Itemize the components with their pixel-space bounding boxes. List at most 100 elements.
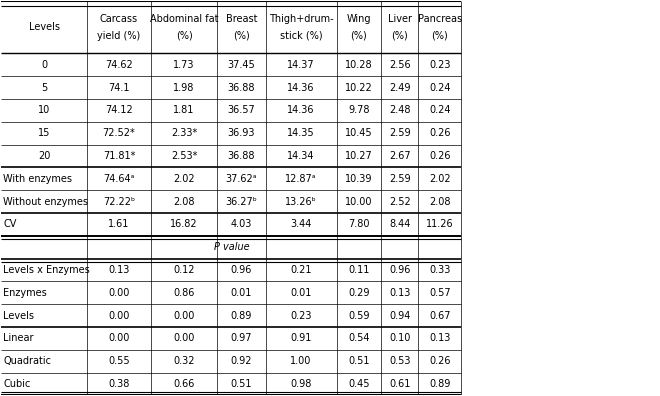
- Text: 13.26ᵇ: 13.26ᵇ: [285, 196, 317, 207]
- Text: 2.59: 2.59: [389, 128, 411, 138]
- Text: 20: 20: [38, 151, 50, 161]
- Text: Abdominal fat: Abdominal fat: [150, 14, 218, 24]
- Text: 14.36: 14.36: [287, 82, 315, 93]
- Text: CV: CV: [3, 219, 16, 229]
- Text: 0.94: 0.94: [389, 310, 411, 321]
- Text: 0.26: 0.26: [429, 356, 451, 366]
- Text: 0.91: 0.91: [290, 333, 312, 343]
- Text: 72.52*: 72.52*: [103, 128, 135, 138]
- Text: 0.45: 0.45: [348, 379, 370, 389]
- Text: 0.55: 0.55: [108, 356, 130, 366]
- Text: 0.61: 0.61: [389, 379, 411, 389]
- Text: 0.01: 0.01: [290, 288, 312, 298]
- Text: 1.98: 1.98: [174, 82, 195, 93]
- Text: 5: 5: [41, 82, 48, 93]
- Text: 0: 0: [41, 60, 47, 70]
- Text: 0.89: 0.89: [429, 379, 450, 389]
- Text: 10.00: 10.00: [345, 196, 373, 207]
- Text: 0.10: 0.10: [389, 333, 411, 343]
- Text: Breast: Breast: [226, 14, 257, 24]
- Text: 74.12: 74.12: [105, 105, 133, 115]
- Text: 0.59: 0.59: [348, 310, 370, 321]
- Text: 71.81*: 71.81*: [103, 151, 135, 161]
- Text: 0.00: 0.00: [108, 288, 130, 298]
- Text: 0.21: 0.21: [290, 265, 312, 275]
- Text: 10.39: 10.39: [345, 174, 373, 184]
- Text: 0.23: 0.23: [429, 60, 451, 70]
- Text: 2.02: 2.02: [174, 174, 195, 184]
- Text: 0.66: 0.66: [174, 379, 195, 389]
- Text: Cubic: Cubic: [3, 379, 31, 389]
- Text: 1.61: 1.61: [108, 219, 130, 229]
- Text: Without enzymes: Without enzymes: [3, 196, 88, 207]
- Text: 2.08: 2.08: [174, 196, 195, 207]
- Text: 0.32: 0.32: [174, 356, 195, 366]
- Text: 0.00: 0.00: [108, 333, 130, 343]
- Text: 0.96: 0.96: [230, 265, 252, 275]
- Text: 1.81: 1.81: [174, 105, 195, 115]
- Text: 0.33: 0.33: [429, 265, 450, 275]
- Text: 0.24: 0.24: [429, 105, 451, 115]
- Text: 0.92: 0.92: [230, 356, 252, 366]
- Text: 0.67: 0.67: [429, 310, 451, 321]
- Text: 16.82: 16.82: [170, 219, 198, 229]
- Text: 74.62: 74.62: [105, 60, 133, 70]
- Text: 2.67: 2.67: [389, 151, 411, 161]
- Text: 3.44: 3.44: [290, 219, 312, 229]
- Text: With enzymes: With enzymes: [3, 174, 73, 184]
- Text: 0.11: 0.11: [348, 265, 370, 275]
- Text: 10.22: 10.22: [345, 82, 373, 93]
- Text: 7.80: 7.80: [348, 219, 370, 229]
- Text: 36.93: 36.93: [228, 128, 255, 138]
- Text: 11.26: 11.26: [426, 219, 453, 229]
- Text: 74.64ᵃ: 74.64ᵃ: [104, 174, 135, 184]
- Text: Levels x Enzymes: Levels x Enzymes: [3, 265, 90, 275]
- Text: Linear: Linear: [3, 333, 34, 343]
- Text: 9.78: 9.78: [348, 105, 370, 115]
- Text: Wing: Wing: [346, 14, 371, 24]
- Text: 0.89: 0.89: [230, 310, 252, 321]
- Text: Levels: Levels: [3, 310, 34, 321]
- Text: 14.37: 14.37: [287, 60, 315, 70]
- Text: 1.00: 1.00: [290, 356, 312, 366]
- Text: 0.00: 0.00: [174, 310, 195, 321]
- Text: 0.26: 0.26: [429, 151, 451, 161]
- Text: (%): (%): [432, 31, 448, 41]
- Text: 10.28: 10.28: [345, 60, 373, 70]
- Text: 37.45: 37.45: [228, 60, 255, 70]
- Text: 36.27ᵇ: 36.27ᵇ: [225, 196, 257, 207]
- Text: Thigh+drum-: Thigh+drum-: [269, 14, 333, 24]
- Text: 0.51: 0.51: [348, 356, 370, 366]
- Text: 0.12: 0.12: [174, 265, 195, 275]
- Text: 0.13: 0.13: [429, 333, 450, 343]
- Text: Liver: Liver: [387, 14, 412, 24]
- Text: 0.51: 0.51: [230, 379, 252, 389]
- Text: (%): (%): [391, 31, 408, 41]
- Text: 0.96: 0.96: [389, 265, 411, 275]
- Text: 0.98: 0.98: [290, 379, 312, 389]
- Text: 0.53: 0.53: [389, 356, 411, 366]
- Text: 0.13: 0.13: [108, 265, 130, 275]
- Text: P value: P value: [214, 242, 249, 252]
- Text: yield (%): yield (%): [98, 31, 141, 41]
- Text: 14.34: 14.34: [287, 151, 315, 161]
- Text: 8.44: 8.44: [389, 219, 411, 229]
- Text: (%): (%): [350, 31, 368, 41]
- Text: stick (%): stick (%): [280, 31, 322, 41]
- Text: 14.36: 14.36: [287, 105, 315, 115]
- Text: 0.23: 0.23: [290, 310, 312, 321]
- Text: 15: 15: [38, 128, 50, 138]
- Text: 2.49: 2.49: [389, 82, 411, 93]
- Text: 2.56: 2.56: [389, 60, 411, 70]
- Text: 36.57: 36.57: [228, 105, 255, 115]
- Text: Carcass: Carcass: [100, 14, 138, 24]
- Text: 74.1: 74.1: [108, 82, 130, 93]
- Text: 0.13: 0.13: [389, 288, 411, 298]
- Text: 10: 10: [38, 105, 50, 115]
- Text: Levels: Levels: [28, 22, 59, 32]
- Text: 12.87ᵃ: 12.87ᵃ: [285, 174, 317, 184]
- Text: 0.54: 0.54: [348, 333, 370, 343]
- Text: 4.03: 4.03: [230, 219, 252, 229]
- Text: 0.97: 0.97: [230, 333, 252, 343]
- Text: 2.08: 2.08: [429, 196, 451, 207]
